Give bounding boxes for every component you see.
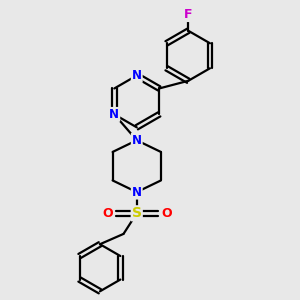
Text: N: N	[132, 69, 142, 82]
Text: F: F	[184, 8, 193, 21]
Text: O: O	[102, 207, 112, 220]
Text: N: N	[109, 108, 119, 121]
Text: N: N	[132, 134, 142, 147]
Text: O: O	[161, 207, 172, 220]
Text: S: S	[132, 206, 142, 220]
Text: N: N	[132, 186, 142, 199]
